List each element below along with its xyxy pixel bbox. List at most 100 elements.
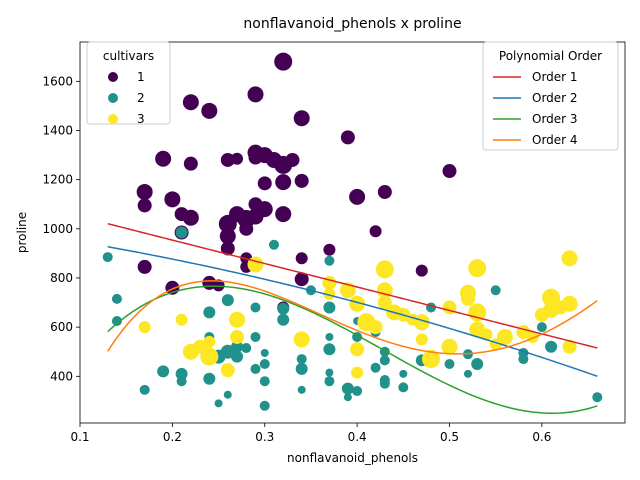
data-point [275,174,292,191]
hue-legend-label: 2 [137,91,145,105]
data-point [415,264,428,277]
fit-legend-item: Order 2 [493,91,578,105]
data-point [275,206,292,223]
data-point [542,288,561,307]
hue-legend-title: cultivars [103,49,154,63]
data-point [460,291,475,306]
data-point [295,362,308,375]
data-point [214,399,223,408]
data-point [274,52,293,71]
data-point [138,321,151,334]
x-axis-label: nonflavanoid_phenols [287,451,418,465]
data-point [250,331,261,342]
data-point [259,359,270,370]
data-point [561,295,578,312]
fit-legend-frame [482,41,619,151]
y-axis: 400 600 800 1000 1200 1400 1600 [42,74,80,383]
data-point [561,250,578,267]
data-point [293,110,310,127]
data-point [562,339,577,354]
x-tick-label: 0.4 [348,430,367,444]
data-point [325,368,334,377]
data-point [352,386,363,397]
data-point [229,311,246,328]
data-point [379,355,390,366]
hue-legend-item: 3 [108,112,145,126]
fit-legend-label: Order 1 [532,70,578,84]
data-point [137,259,152,274]
data-point [398,382,409,393]
hue-legend-label: 3 [137,112,145,126]
plot-frame [79,41,626,424]
data-point [277,302,290,315]
data-point [203,335,216,348]
hue-legend: cultivars 1 2 3 [86,41,171,126]
data-point [463,369,472,378]
y-tick-label: 800 [50,271,73,285]
x-tick-label: 0.2 [163,430,182,444]
fit-legend-item: Order 3 [493,112,578,126]
fit-line [107,222,598,349]
hue-legend-item: 2 [108,91,145,105]
cultivar-3-swatch [108,114,118,124]
data-point [223,390,232,399]
data-point [102,252,113,263]
data-point [349,188,366,205]
data-point [324,376,335,387]
data-point [231,152,244,165]
data-point [175,367,188,380]
data-point [221,294,234,307]
fit-legend-item: Order 4 [493,133,578,147]
y-tick-label: 1200 [42,173,73,187]
data-point [471,358,484,371]
data-point [480,328,493,341]
data-point [248,150,263,165]
cultivar-2-swatch [108,93,118,103]
data-point [323,343,336,356]
cultivar-1-swatch [108,72,118,82]
fit-legend-label: Order 4 [532,133,578,147]
chart-title: nonflavanoid_phenols x proline [243,16,461,32]
data-point [155,150,172,167]
fits-layer [107,222,598,414]
data-point [323,287,336,300]
data-point [183,156,198,171]
data-point [323,301,336,314]
data-point [111,293,122,304]
hue-legend-label: 1 [137,70,145,84]
data-point [277,313,290,326]
data-point [248,197,263,212]
data-point [592,392,603,403]
data-point [323,243,336,256]
data-point [260,348,269,357]
x-tick-label: 0.1 [70,430,89,444]
data-point [259,400,270,411]
fit-line [107,246,598,377]
data-point [175,226,188,239]
y-tick-label: 1400 [42,123,73,137]
data-point [247,256,264,273]
data-point [490,285,501,296]
x-tick-label: 0.3 [255,430,274,444]
y-tick-label: 1000 [42,222,73,236]
data-point [415,333,428,346]
data-point [212,279,225,292]
y-tick-label: 1600 [42,74,73,88]
x-axis: 0.1 0.2 0.3 0.4 0.5 0.6 [70,423,551,444]
data-point [349,295,366,312]
data-point [220,241,235,256]
data-point [441,338,458,355]
data-point [247,86,264,103]
x-tick-label: 0.6 [532,430,551,444]
data-point [324,255,335,266]
data-point [137,198,152,213]
y-tick-label: 400 [50,369,73,383]
fit-legend: Polynomial Order Order 1 Order 2 Order 3… [482,41,619,151]
data-point [444,359,455,370]
data-point [157,365,170,378]
data-point [231,340,244,353]
data-point [368,320,383,335]
y-axis-label: proline [15,212,29,253]
data-point [295,252,308,265]
data-point [250,302,261,313]
